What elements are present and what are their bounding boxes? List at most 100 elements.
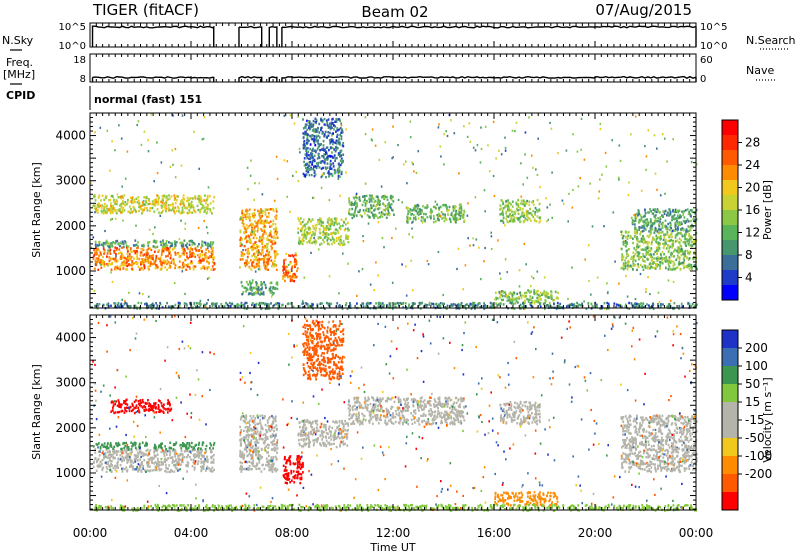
data-cell — [301, 242, 304, 246]
data-cell — [309, 160, 312, 164]
data-cell — [361, 268, 364, 271]
data-cell — [98, 240, 101, 244]
data-cell — [646, 218, 649, 221]
data-cell — [358, 210, 361, 213]
data-cell — [174, 241, 177, 244]
data-cell — [377, 274, 379, 277]
data-cell — [493, 194, 496, 198]
data-cell — [651, 306, 654, 309]
data-cell — [415, 171, 418, 174]
data-cell — [683, 252, 686, 255]
data-cell — [691, 265, 693, 269]
data-cell — [331, 156, 334, 159]
data-cell — [448, 217, 451, 220]
data-cell — [509, 215, 512, 218]
data-cell — [688, 210, 691, 214]
data-cell — [275, 210, 278, 213]
data-cell — [323, 135, 325, 138]
data-cell — [636, 232, 639, 235]
data-cell — [366, 301, 369, 305]
data-cell — [671, 246, 673, 249]
data-cell — [202, 258, 205, 261]
data-cell — [621, 237, 624, 240]
data-cell — [662, 303, 664, 306]
data-cell — [475, 238, 478, 241]
data-cell — [268, 307, 271, 310]
data-cell — [119, 195, 122, 199]
data-cell — [103, 265, 106, 268]
data-cell — [446, 304, 449, 307]
data-cell — [428, 301, 431, 304]
data-cell — [688, 234, 690, 238]
data-cell — [667, 263, 670, 266]
data-cell — [291, 269, 293, 272]
data-cell — [111, 194, 113, 197]
data-cell — [95, 210, 97, 213]
data-cell — [335, 130, 337, 133]
data-cell — [373, 201, 376, 204]
data-cell — [362, 240, 365, 243]
data-cell — [142, 261, 145, 265]
data-cell — [667, 261, 670, 265]
data-cell — [148, 256, 151, 259]
data-cell — [261, 222, 264, 225]
data-cell — [378, 211, 381, 215]
data-cell — [458, 211, 461, 214]
data-cell — [349, 302, 351, 305]
data-cell — [200, 198, 203, 201]
data-cell — [268, 303, 270, 306]
data-cell — [460, 205, 463, 209]
data-cell — [524, 299, 526, 302]
data-cell — [437, 250, 440, 254]
data-cell — [340, 122, 343, 125]
data-cell — [119, 204, 121, 207]
data-cell — [535, 290, 538, 293]
data-cell — [470, 307, 473, 310]
data-cell — [290, 268, 293, 271]
data-cell — [558, 304, 561, 307]
data-cell — [549, 304, 551, 307]
data-cell — [680, 249, 683, 252]
data-cell — [337, 152, 340, 155]
data-cell — [690, 238, 693, 241]
data-cell — [557, 291, 559, 294]
data-cell — [304, 123, 307, 126]
data-cell — [618, 178, 620, 181]
data-cell — [341, 243, 344, 247]
data-cell — [114, 242, 117, 245]
data-cell — [662, 257, 665, 260]
data-cell — [372, 214, 374, 217]
data-cell — [335, 239, 338, 242]
data-cell — [514, 210, 517, 213]
data-cell — [689, 209, 692, 212]
data-cell — [233, 304, 236, 308]
data-cell — [523, 242, 526, 245]
data-cell — [285, 252, 288, 255]
data-cell — [613, 302, 616, 305]
data-cell — [548, 296, 550, 299]
data-cell — [155, 302, 157, 305]
data-cell — [649, 221, 652, 224]
data-cell — [135, 224, 137, 227]
data-cell — [205, 199, 208, 202]
data-cell — [549, 121, 551, 124]
data-cell — [337, 175, 340, 178]
data-cell — [316, 223, 318, 226]
data-cell — [206, 257, 209, 260]
data-cell — [681, 227, 684, 230]
data-cell — [599, 122, 602, 125]
data-cell — [175, 241, 178, 244]
data-cell — [181, 241, 184, 245]
data-cell — [273, 250, 276, 253]
data-cell — [544, 301, 546, 305]
data-cell — [330, 172, 333, 176]
data-cell — [177, 266, 180, 269]
data-cell — [638, 256, 641, 259]
data-cell — [220, 305, 223, 308]
data-cell — [658, 231, 661, 234]
data-cell — [652, 208, 655, 211]
data-cell — [301, 239, 304, 243]
data-cell — [442, 216, 445, 219]
data-cell — [198, 306, 200, 309]
data-cell — [627, 231, 630, 234]
